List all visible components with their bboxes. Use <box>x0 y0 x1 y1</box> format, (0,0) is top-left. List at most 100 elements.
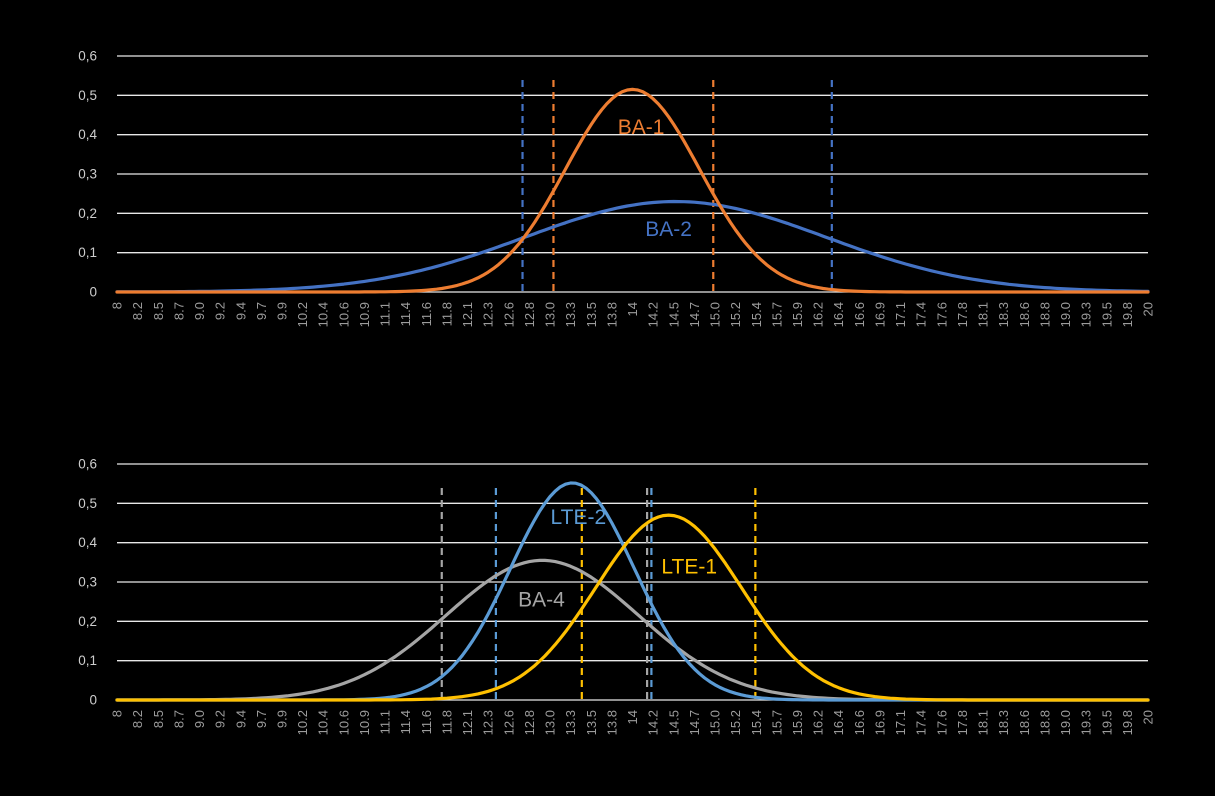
curve-LTE-2 <box>115 481 1150 702</box>
x-tick-label: 16.6 <box>852 302 867 327</box>
y-tick-label: 0,4 <box>78 535 97 550</box>
x-tick-label: 15.7 <box>769 302 784 327</box>
x-tick-label: 10.2 <box>295 710 310 735</box>
x-tick-label: 18.8 <box>1037 302 1052 327</box>
x-tick-label: 14.2 <box>646 710 661 735</box>
x-tick-label: 19.5 <box>1099 302 1114 327</box>
x-tick-label: 11.6 <box>419 302 434 326</box>
x-tick-label: 12.6 <box>501 302 516 327</box>
x-tick-label: 8.2 <box>130 710 145 728</box>
y-tick-label: 0,3 <box>78 575 97 590</box>
x-tick-label: 19.0 <box>1058 710 1073 735</box>
y-tick-label: 0,4 <box>78 127 97 142</box>
x-tick-label: 9.2 <box>213 710 228 728</box>
x-tick-label: 15.0 <box>708 710 723 735</box>
series-label-BA-1: BA-1 <box>618 116 665 139</box>
x-tick-label: 13.3 <box>563 302 578 327</box>
x-tick-label: 12.8 <box>522 302 537 327</box>
x-tick-label: 8.2 <box>130 302 145 320</box>
x-tick-label: 9.9 <box>275 710 290 728</box>
x-tick-label: 19.8 <box>1120 710 1135 735</box>
x-tick-label: 9.0 <box>192 710 207 728</box>
y-tick-label: 0,2 <box>78 206 97 221</box>
curve-LTE-1 <box>115 513 1150 702</box>
x-tick-label: 11.4 <box>398 302 413 326</box>
x-tick-label: 16.4 <box>831 302 846 327</box>
x-tick-label: 12.3 <box>481 710 496 735</box>
x-tick-label: 18.6 <box>1017 302 1032 327</box>
x-tick-label: 10.6 <box>336 710 351 735</box>
x-tick-label: 9.9 <box>275 302 290 320</box>
x-tick-label: 13.5 <box>584 302 599 327</box>
x-tick-label: 11.4 <box>398 710 413 734</box>
x-tick-label: 10.4 <box>316 302 331 327</box>
series-label-BA-4: BA-4 <box>518 589 565 612</box>
x-tick-label: 9.4 <box>233 302 248 320</box>
x-tick-label: 15.7 <box>769 710 784 735</box>
x-tick-label: 16.9 <box>872 302 887 327</box>
x-tick-label: 10.9 <box>357 710 372 735</box>
x-tick-label: 14.5 <box>666 302 681 327</box>
x-tick-label: 16.2 <box>811 710 826 735</box>
x-tick-label: 14.7 <box>687 302 702 327</box>
x-tick-label: 14.5 <box>666 710 681 735</box>
x-tick-label: 15.0 <box>708 302 723 327</box>
x-tick-label: 11.8 <box>439 710 454 734</box>
x-tick-label: 13.8 <box>604 302 619 327</box>
x-tick-label: 13.0 <box>543 710 558 735</box>
x-tick-label: 9.2 <box>213 302 228 320</box>
x-tick-label: 17.8 <box>955 302 970 327</box>
y-tick-label: 0,2 <box>78 614 97 629</box>
x-tick-label: 16.9 <box>872 710 887 735</box>
x-tick-label: 15.4 <box>749 710 764 735</box>
x-tick-label: 13.5 <box>584 710 599 735</box>
x-tick-label: 17.8 <box>955 710 970 735</box>
x-tick-label: 12.1 <box>460 710 475 735</box>
x-tick-label: 11.6 <box>419 710 434 734</box>
x-tick-label: 19.0 <box>1058 302 1073 327</box>
x-tick-label: 9.4 <box>233 710 248 728</box>
x-tick-label: 14 <box>625 710 640 724</box>
x-tick-label: 17.1 <box>893 710 908 735</box>
x-tick-label: 12.3 <box>481 302 496 327</box>
x-tick-label: 8 <box>110 302 125 309</box>
x-tick-label: 15.2 <box>728 710 743 735</box>
x-tick-label: 9.7 <box>254 710 269 728</box>
x-tick-label: 17.4 <box>914 302 929 327</box>
y-tick-label: 0 <box>89 285 97 300</box>
x-tick-label: 10.9 <box>357 302 372 327</box>
x-tick-label: 17.6 <box>934 710 949 735</box>
series-label-BA-2: BA-2 <box>645 218 692 241</box>
x-tick-label: 17.1 <box>893 302 908 327</box>
x-tick-label: 8.7 <box>171 302 186 320</box>
x-tick-label: 8.5 <box>151 302 166 320</box>
x-tick-label: 20 <box>1141 710 1156 724</box>
y-tick-label: 0,6 <box>78 49 97 64</box>
x-tick-label: 13.8 <box>604 710 619 735</box>
x-tick-label: 18.3 <box>996 302 1011 327</box>
x-tick-label: 18.1 <box>976 302 991 327</box>
x-tick-label: 9.0 <box>192 302 207 320</box>
x-tick-label: 19.3 <box>1079 710 1094 735</box>
x-tick-label: 16.6 <box>852 710 867 735</box>
x-tick-label: 10.4 <box>316 710 331 735</box>
x-tick-label: 17.4 <box>914 710 929 735</box>
y-tick-label: 0,1 <box>78 245 97 260</box>
curve-BA-1 <box>115 87 1150 294</box>
y-tick-label: 0,3 <box>78 167 97 182</box>
x-tick-label: 11.8 <box>439 302 454 326</box>
y-tick-label: 0 <box>89 693 97 708</box>
x-tick-label: 9.7 <box>254 302 269 320</box>
x-tick-label: 10.2 <box>295 302 310 327</box>
x-tick-label: 19.5 <box>1099 710 1114 735</box>
x-tick-label: 14.2 <box>646 302 661 327</box>
y-tick-label: 0,5 <box>78 88 97 103</box>
x-tick-label: 12.8 <box>522 710 537 735</box>
x-tick-label: 8.7 <box>171 710 186 728</box>
x-tick-label: 15.4 <box>749 302 764 327</box>
x-tick-label: 18.3 <box>996 710 1011 735</box>
y-tick-label: 0,5 <box>78 496 97 511</box>
x-tick-label: 16.4 <box>831 710 846 735</box>
